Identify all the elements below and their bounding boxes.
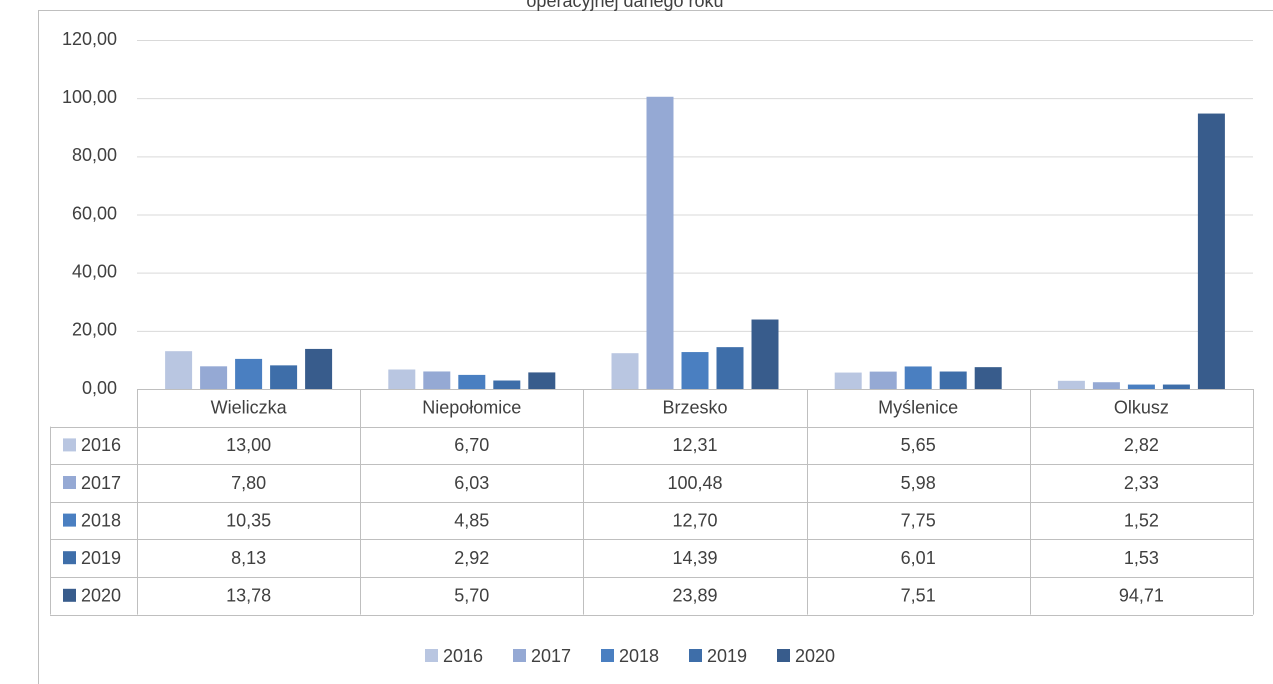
bar (869, 371, 897, 389)
data-label: 2,33 (1124, 473, 1159, 493)
data-label: 12,31 (672, 435, 717, 455)
bar (528, 372, 556, 389)
chart-border (38, 10, 1273, 684)
data-label: 10,35 (226, 510, 271, 530)
y-tick-label: 80,00 (72, 145, 117, 165)
bar (388, 369, 416, 389)
bar (716, 347, 744, 389)
bar (1197, 113, 1225, 389)
data-label: 100,48 (667, 473, 722, 493)
data-label: 1,53 (1124, 548, 1159, 568)
data-label: 8,13 (231, 548, 266, 568)
legend-label: 2019 (707, 646, 747, 666)
data-label: 7,51 (901, 586, 936, 606)
bar (165, 351, 193, 389)
bar (423, 371, 451, 389)
data-label: 13,78 (226, 586, 271, 606)
bar (974, 367, 1002, 389)
row-label: 2020 (81, 586, 121, 606)
bar (939, 371, 967, 389)
bar (611, 353, 639, 389)
chart-title: operacyjnej danego roku (526, 0, 723, 11)
bar (646, 96, 674, 390)
data-label: 94,71 (1119, 586, 1164, 606)
bar (751, 319, 779, 389)
data-label: 5,65 (901, 435, 936, 455)
bar (1127, 384, 1155, 389)
data-label: 12,70 (672, 510, 717, 530)
legend-key (63, 588, 76, 602)
legend-key (513, 649, 526, 662)
legend-key (601, 649, 614, 662)
bar (458, 374, 486, 389)
data-label: 5,70 (454, 586, 489, 606)
data-label: 4,85 (454, 510, 489, 530)
data-label: 2,92 (454, 548, 489, 568)
legend-label: 2016 (443, 646, 483, 666)
x-tick-label: Olkusz (1114, 398, 1169, 418)
data-label: 13,00 (226, 435, 271, 455)
data-label: 6,70 (454, 435, 489, 455)
bar (1092, 382, 1120, 389)
bar (270, 365, 298, 389)
y-tick-label: 100,00 (62, 87, 117, 107)
data-label: 23,89 (672, 586, 717, 606)
legend-key (63, 476, 76, 489)
legend-label: 2017 (531, 646, 571, 666)
bar (904, 366, 932, 389)
data-label: 7,80 (231, 473, 266, 493)
data-label: 7,75 (901, 510, 936, 530)
bar (1162, 384, 1190, 389)
x-tick-label: Myślenice (878, 398, 958, 418)
x-tick-label: Brzesko (662, 398, 727, 418)
data-label: 1,52 (1124, 510, 1159, 530)
data-label: 2,82 (1124, 435, 1159, 455)
x-tick-label: Wieliczka (211, 398, 288, 418)
y-tick-label: 60,00 (72, 203, 117, 223)
y-tick-label: 0,00 (82, 378, 117, 398)
x-tick-label: Niepołomice (422, 398, 521, 418)
legend-label: 2020 (795, 646, 835, 666)
y-tick-label: 120,00 (62, 29, 117, 49)
bar (235, 358, 263, 389)
row-label: 2017 (81, 473, 121, 493)
y-tick-label: 20,00 (72, 320, 117, 340)
data-label: 14,39 (672, 548, 717, 568)
row-label: 2019 (81, 548, 121, 568)
bar (1057, 380, 1085, 389)
bar (493, 380, 521, 389)
row-label: 2018 (81, 510, 121, 530)
data-label: 6,01 (901, 548, 936, 568)
bar (834, 372, 862, 389)
bar (305, 348, 333, 389)
legend-key (63, 438, 76, 452)
legend-key (63, 551, 76, 565)
data-label: 6,03 (454, 473, 489, 493)
legend-key (777, 649, 790, 662)
legend-key (425, 649, 438, 662)
y-tick-label: 40,00 (72, 261, 117, 281)
row-label: 2016 (81, 435, 121, 455)
bar (200, 366, 228, 389)
data-label: 5,98 (901, 473, 936, 493)
legend-key (689, 649, 702, 662)
legend-key (63, 513, 76, 527)
legend-label: 2018 (619, 646, 659, 666)
bar (681, 352, 709, 389)
